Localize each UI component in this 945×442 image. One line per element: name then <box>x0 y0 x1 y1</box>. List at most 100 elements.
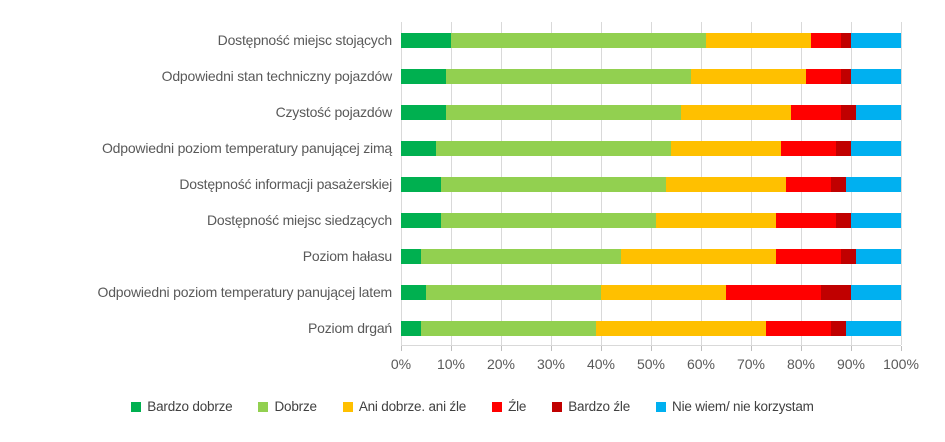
legend-label: Źle <box>508 399 527 414</box>
legend-marker-icon <box>342 401 353 412</box>
bar-row <box>401 321 901 336</box>
bar-segment-4 <box>776 213 836 228</box>
axis-tickmark <box>701 346 702 351</box>
bar-row <box>401 69 901 84</box>
bar-segment-6 <box>851 285 901 300</box>
bar-segment-1 <box>401 249 421 264</box>
plot-area <box>401 22 902 351</box>
bar-segment-4 <box>726 285 821 300</box>
bar-segment-5 <box>841 33 851 48</box>
axis-tickmark <box>851 346 852 351</box>
bar-segment-2 <box>421 249 621 264</box>
legend-marker-icon <box>552 401 563 412</box>
bar-segment-3 <box>621 249 776 264</box>
legend-label: Dobrze <box>274 399 317 414</box>
x-tick-label: 70% <box>736 356 766 372</box>
bar-segment-3 <box>596 321 766 336</box>
category-label: Odpowiedni poziom temperatury panującej … <box>101 140 392 156</box>
bar-segment-6 <box>851 213 901 228</box>
x-tick-label: 80% <box>786 356 816 372</box>
bar-segment-5 <box>836 213 851 228</box>
category-label: Czystość pojazdów <box>275 104 393 120</box>
legend-item: Źle <box>492 399 526 414</box>
bar-segment-2 <box>441 177 666 192</box>
legend-label: Bardzo dobrze <box>147 399 233 414</box>
bar-segment-2 <box>446 69 691 84</box>
x-tick-label: 20% <box>486 356 516 372</box>
axis-tickmark <box>901 346 902 351</box>
bar-segment-1 <box>401 213 441 228</box>
category-label: Dostępność miejsc siedzących <box>206 212 392 228</box>
bar-segment-4 <box>781 141 836 156</box>
bar-row <box>401 249 901 264</box>
legend-item: Bardzo dobrze <box>131 399 233 414</box>
legend-marker-icon <box>492 401 503 412</box>
legend-marker-icon <box>131 401 142 412</box>
bar-row <box>401 213 901 228</box>
bar-segment-6 <box>846 177 901 192</box>
bar-segment-1 <box>401 321 421 336</box>
bar-segment-6 <box>846 321 901 336</box>
bar-segment-6 <box>851 33 901 48</box>
legend-item: Nie wiem/ nie korzystam <box>656 399 814 414</box>
bar-segment-4 <box>791 105 841 120</box>
x-tick-label: 60% <box>686 356 716 372</box>
category-label: Odpowiedni stan techniczny pojazdów <box>161 68 393 84</box>
gridline <box>901 22 902 345</box>
bar-segment-5 <box>841 249 856 264</box>
legend-item: Ani dobrze. ani źle <box>342 399 467 414</box>
bar-segment-4 <box>776 249 841 264</box>
bar-segment-5 <box>841 105 856 120</box>
bar-segment-4 <box>806 69 841 84</box>
x-tick-label: 0% <box>390 356 412 372</box>
bar-segment-3 <box>656 213 776 228</box>
category-label: Dostępność informacji pasażerskiej <box>179 176 392 192</box>
bar-segment-2 <box>441 213 656 228</box>
axis-tickmark <box>751 346 752 351</box>
legend-label: Bardzo źle <box>568 399 631 414</box>
bar-segment-6 <box>856 105 901 120</box>
category-label: Poziom hałasu <box>302 248 392 264</box>
legend-marker-icon <box>656 401 667 412</box>
bar-segment-3 <box>671 141 781 156</box>
category-label: Poziom drgań <box>308 320 392 336</box>
x-tick-label: 10% <box>436 356 466 372</box>
bar-segment-3 <box>601 285 726 300</box>
bar-segment-6 <box>851 69 901 84</box>
axis-tickmark <box>451 346 452 351</box>
legend-item: Dobrze <box>258 399 317 414</box>
bar-segment-6 <box>851 141 901 156</box>
bar-segment-3 <box>706 33 811 48</box>
bar-segment-5 <box>831 177 846 192</box>
axis-tickmark <box>401 346 402 351</box>
bar-segment-1 <box>401 177 441 192</box>
x-tick-label: 100% <box>883 356 919 372</box>
bar-row <box>401 177 901 192</box>
bar-segment-4 <box>766 321 831 336</box>
legend-label: Ani dobrze. ani źle <box>358 399 467 414</box>
bar-segment-3 <box>691 69 806 84</box>
bar-segment-1 <box>401 105 446 120</box>
bar-segment-5 <box>841 69 851 84</box>
x-tick-label: 50% <box>636 356 666 372</box>
bar-segment-2 <box>426 285 601 300</box>
bar-segment-1 <box>401 69 446 84</box>
bar-segment-1 <box>401 33 451 48</box>
bar-segment-4 <box>811 33 841 48</box>
bar-segment-1 <box>401 141 436 156</box>
axis-tickmark <box>501 346 502 351</box>
axis-tickmark <box>601 346 602 351</box>
bar-segment-5 <box>831 321 846 336</box>
bar-segment-4 <box>786 177 831 192</box>
bar-segment-6 <box>856 249 901 264</box>
x-tick-label: 40% <box>586 356 616 372</box>
bar-segment-2 <box>451 33 706 48</box>
bar-segment-1 <box>401 285 426 300</box>
bar-segment-2 <box>421 321 596 336</box>
x-tick-label: 90% <box>836 356 866 372</box>
bar-segment-5 <box>836 141 851 156</box>
bar-segment-2 <box>446 105 681 120</box>
bar-segment-2 <box>436 141 671 156</box>
category-label: Dostępność miejsc stojących <box>217 32 393 48</box>
